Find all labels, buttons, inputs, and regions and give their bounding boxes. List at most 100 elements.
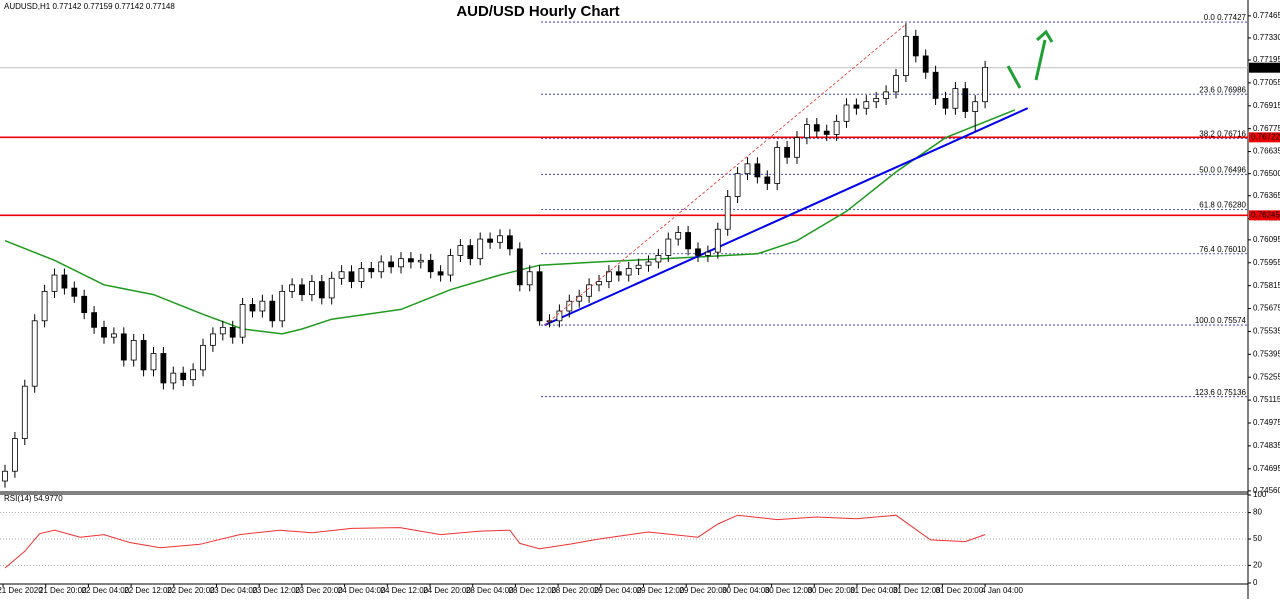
chart-title: AUD/USD Hourly Chart xyxy=(456,3,619,20)
candle-body xyxy=(506,235,513,250)
candle-body xyxy=(893,75,899,93)
fib-anchor-line xyxy=(544,24,906,326)
candle-body xyxy=(368,268,375,273)
x-tick-label: 21 Dec 20:00 xyxy=(39,586,87,595)
candle-body xyxy=(200,344,206,371)
candle-body xyxy=(467,245,474,260)
candle-body xyxy=(31,320,38,387)
x-tick-label: 31 Dec 20:00 xyxy=(936,586,984,595)
candle-body xyxy=(526,271,533,286)
fib-label: 0.0 0.77427 xyxy=(1204,13,1247,22)
candle-body xyxy=(457,245,464,256)
level-price-label: 0.76722 xyxy=(1251,132,1280,141)
x-tick-label: 22 Dec 12:00 xyxy=(124,586,172,595)
y-tick-label: 0.74835 xyxy=(1253,441,1280,450)
candle-body xyxy=(903,35,909,76)
candle-body xyxy=(813,124,820,132)
candle-body xyxy=(952,88,959,109)
rsi-line xyxy=(4,514,986,569)
candle-body xyxy=(81,295,88,314)
candle-body xyxy=(645,261,652,266)
candle-body xyxy=(91,312,97,328)
candle-body xyxy=(556,310,563,322)
candle-body xyxy=(764,176,771,184)
candle-body xyxy=(675,232,682,240)
candle-body xyxy=(229,326,236,338)
candle-body xyxy=(586,284,592,297)
annotation-arrow-stroke xyxy=(1006,65,1022,89)
candle-body xyxy=(714,228,721,253)
y-tick-label: 0.74560 xyxy=(1253,486,1280,495)
x-tick-label: 31 Dec 12:00 xyxy=(893,586,941,595)
x-tick-label: 30 Dec 20:00 xyxy=(808,586,856,595)
level-price-box xyxy=(1249,132,1280,143)
candle-body xyxy=(477,238,484,260)
candle-body xyxy=(150,353,157,371)
candle-body xyxy=(51,274,58,292)
candle-body xyxy=(318,281,325,299)
y-tick-label: 0.77330 xyxy=(1253,33,1280,42)
candle-body xyxy=(734,173,741,197)
candle-body xyxy=(615,271,622,276)
y-tick-label: 0.76775 xyxy=(1253,124,1280,133)
candle-body xyxy=(853,104,860,109)
candle-body xyxy=(774,147,781,184)
candle-body xyxy=(625,268,632,276)
y-tick-label: 0.75395 xyxy=(1253,349,1280,358)
x-tick-label: 29 Dec 12:00 xyxy=(637,586,685,595)
candle-body xyxy=(249,304,256,312)
candle-body xyxy=(873,98,880,103)
candle-body xyxy=(695,248,701,256)
candle-body xyxy=(170,372,177,384)
x-tick-label: 24 Dec 04:00 xyxy=(338,586,386,595)
rsi-label: RSI(14) 54.9770 xyxy=(4,494,63,503)
x-tick-label: 21 Dec 2020 xyxy=(0,586,43,595)
candle-body xyxy=(388,261,395,268)
candle-body xyxy=(140,340,147,371)
candle-body xyxy=(299,284,305,296)
candle-body xyxy=(596,281,602,286)
candle-body xyxy=(606,271,612,282)
y-tick-label: 0.77195 xyxy=(1253,55,1280,64)
candle-body xyxy=(962,88,969,112)
x-tick-label: 31 Dec 04:00 xyxy=(850,586,898,595)
candle-body xyxy=(407,258,414,263)
last-price-box xyxy=(1249,62,1280,73)
candle-body xyxy=(328,277,335,299)
rsi-y-tick-label: 80 xyxy=(1253,508,1262,517)
candle-body xyxy=(239,304,246,338)
candle-body xyxy=(209,333,216,346)
y-tick-label: 0.75255 xyxy=(1253,372,1280,381)
x-tick-label: 22 Dec 04:00 xyxy=(82,586,130,595)
candle-body xyxy=(417,259,424,263)
candle-body xyxy=(843,104,850,122)
fib-label: 76.4 0.76010 xyxy=(1199,245,1246,254)
x-tick-label: 28 Dec 04:00 xyxy=(466,586,514,595)
candle-body xyxy=(566,300,573,312)
candle-body xyxy=(833,120,840,135)
candle-body xyxy=(338,271,345,279)
level-price-label: 0.76245 xyxy=(1251,210,1280,219)
annotation-arrow-head xyxy=(1036,29,1054,43)
annotation-arrow-stroke xyxy=(1034,39,1047,81)
candle-body xyxy=(358,268,365,282)
y-tick-label: 0.76500 xyxy=(1253,169,1280,178)
fib-label: 23.6 0.76986 xyxy=(1199,85,1246,94)
candle-body xyxy=(130,340,137,361)
candle-body xyxy=(437,271,444,276)
y-tick-label: 0.74695 xyxy=(1253,464,1280,473)
candle-body xyxy=(21,385,28,439)
y-tick-label: 0.76095 xyxy=(1253,235,1280,244)
candle-body xyxy=(101,326,107,338)
candle-body xyxy=(982,66,988,103)
candle-body xyxy=(922,55,929,73)
fib-label: 100.0 0.75574 xyxy=(1195,316,1247,325)
candle-body xyxy=(794,137,800,158)
x-tick-label: 30 Dec 04:00 xyxy=(722,586,770,595)
candle-body xyxy=(259,300,266,312)
y-tick-label: 0.75535 xyxy=(1253,327,1280,336)
level-price-box xyxy=(1249,210,1280,221)
